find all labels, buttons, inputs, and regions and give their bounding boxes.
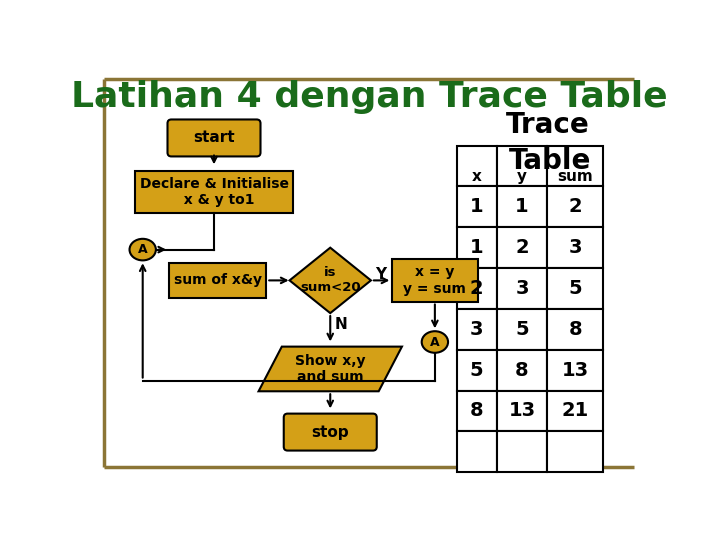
- Bar: [456, 431, 497, 472]
- Bar: [456, 268, 497, 309]
- Bar: [456, 390, 497, 431]
- Bar: [497, 390, 547, 431]
- Text: 8: 8: [568, 320, 582, 339]
- Text: stop: stop: [312, 424, 349, 440]
- Text: Latihan 4 dengan Trace Table: Latihan 4 dengan Trace Table: [71, 80, 667, 114]
- FancyBboxPatch shape: [284, 414, 377, 450]
- Text: Show x,y
and sum: Show x,y and sum: [295, 354, 366, 384]
- Bar: [547, 227, 603, 268]
- Text: Declare & Initialise
  x & y to1: Declare & Initialise x & y to1: [140, 177, 289, 207]
- Text: 5: 5: [568, 279, 582, 298]
- Text: 3: 3: [470, 320, 483, 339]
- Text: 13: 13: [508, 401, 536, 421]
- FancyBboxPatch shape: [168, 119, 261, 157]
- Bar: [456, 309, 497, 350]
- Text: 5: 5: [470, 361, 484, 380]
- Text: N: N: [334, 317, 347, 332]
- Text: Trace: Trace: [505, 111, 589, 139]
- Bar: [497, 146, 547, 186]
- Bar: [547, 146, 603, 186]
- Ellipse shape: [130, 239, 156, 260]
- Text: A: A: [138, 243, 148, 256]
- Bar: [547, 186, 603, 227]
- Text: 1: 1: [516, 197, 529, 217]
- Bar: [456, 186, 497, 227]
- Text: 3: 3: [516, 279, 528, 298]
- Bar: [169, 263, 266, 298]
- Text: x: x: [472, 169, 482, 184]
- Bar: [547, 390, 603, 431]
- Text: 21: 21: [562, 401, 589, 421]
- Bar: [497, 268, 547, 309]
- Text: 2: 2: [516, 238, 529, 257]
- Ellipse shape: [422, 331, 448, 353]
- Bar: [547, 268, 603, 309]
- Text: 2: 2: [568, 197, 582, 217]
- Text: 13: 13: [562, 361, 589, 380]
- Bar: [497, 350, 547, 390]
- Bar: [456, 350, 497, 390]
- Text: 5: 5: [516, 320, 529, 339]
- Bar: [497, 431, 547, 472]
- Text: start: start: [193, 131, 235, 145]
- Bar: [135, 171, 294, 213]
- Text: is
sum<20: is sum<20: [300, 266, 361, 294]
- Text: 1: 1: [470, 197, 484, 217]
- Text: Table: Table: [509, 147, 591, 175]
- Text: 8: 8: [470, 401, 484, 421]
- Bar: [497, 309, 547, 350]
- Bar: [497, 186, 547, 227]
- Bar: [392, 259, 477, 301]
- Bar: [456, 146, 497, 186]
- Text: 2: 2: [470, 279, 484, 298]
- Bar: [547, 350, 603, 390]
- Bar: [547, 309, 603, 350]
- Text: sum of x&y: sum of x&y: [174, 273, 262, 287]
- Text: y: y: [517, 169, 527, 184]
- Bar: [497, 227, 547, 268]
- Text: 8: 8: [516, 361, 529, 380]
- Polygon shape: [258, 347, 402, 392]
- Text: Y: Y: [375, 267, 386, 282]
- Text: x = y
y = sum: x = y y = sum: [403, 265, 467, 295]
- Text: sum: sum: [557, 169, 593, 184]
- Text: A: A: [430, 335, 440, 348]
- Text: 3: 3: [568, 238, 582, 257]
- Text: 1: 1: [470, 238, 484, 257]
- Polygon shape: [289, 248, 371, 313]
- Bar: [547, 431, 603, 472]
- Bar: [456, 227, 497, 268]
